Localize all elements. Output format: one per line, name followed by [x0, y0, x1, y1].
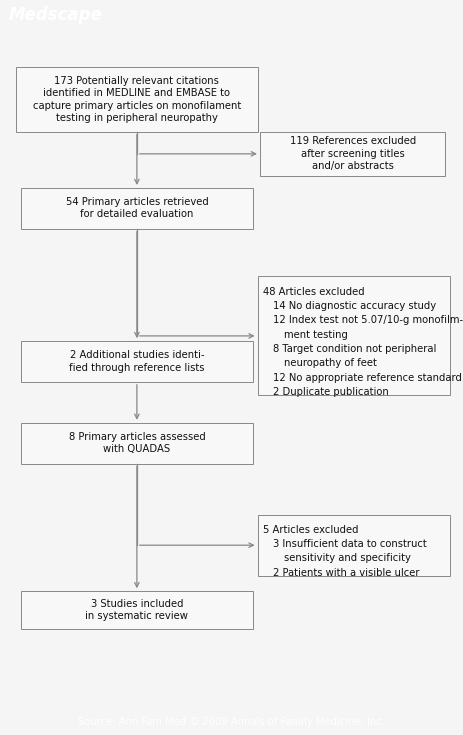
Text: 54 Primary articles retrieved
for detailed evaluation: 54 Primary articles retrieved for detail… — [65, 197, 208, 220]
Text: 14 No diagnostic accuracy study: 14 No diagnostic accuracy study — [273, 301, 436, 311]
Text: sensitivity and specificity: sensitivity and specificity — [283, 553, 409, 563]
Bar — [21, 188, 252, 229]
Bar — [257, 514, 449, 576]
Text: 3 Insufficient data to construct: 3 Insufficient data to construct — [273, 539, 426, 549]
Text: Medscape: Medscape — [8, 6, 102, 24]
Bar — [21, 423, 252, 464]
Text: 2 Additional studies identi-
fied through reference lists: 2 Additional studies identi- fied throug… — [69, 351, 204, 373]
Text: neuropathy of feet: neuropathy of feet — [283, 359, 375, 368]
Text: 5 Articles excluded: 5 Articles excluded — [263, 525, 358, 535]
Text: ment testing: ment testing — [283, 330, 347, 340]
Text: 8 Primary articles assessed
with QUADAS: 8 Primary articles assessed with QUADAS — [69, 432, 205, 454]
Bar — [259, 132, 444, 176]
Text: 2 Patients with a visible ulcer: 2 Patients with a visible ulcer — [273, 567, 419, 578]
Text: 173 Potentially relevant citations
identified in MEDLINE and EMBASE to
capture p: 173 Potentially relevant citations ident… — [33, 76, 240, 123]
Bar — [16, 67, 257, 132]
Text: 48 Articles excluded: 48 Articles excluded — [263, 287, 364, 297]
Text: 119 References excluded
after screening titles
and/or abstracts: 119 References excluded after screening … — [289, 137, 415, 171]
Text: 3 Studies included
in systematic review: 3 Studies included in systematic review — [85, 598, 188, 621]
Text: 12 Index test not 5.07/10-g monofilm-: 12 Index test not 5.07/10-g monofilm- — [273, 315, 463, 326]
Text: 12 No appropriate reference standard: 12 No appropriate reference standard — [273, 373, 461, 383]
Bar — [257, 276, 449, 395]
Text: Source: Ann Fam Med © 2009 Annals of Family Medicine, Inc.: Source: Ann Fam Med © 2009 Annals of Fam… — [78, 717, 385, 727]
Bar — [21, 341, 252, 382]
Bar — [21, 591, 252, 628]
Text: 8 Target condition not peripheral: 8 Target condition not peripheral — [273, 344, 436, 354]
Text: 2 Duplicate publication: 2 Duplicate publication — [273, 387, 388, 397]
